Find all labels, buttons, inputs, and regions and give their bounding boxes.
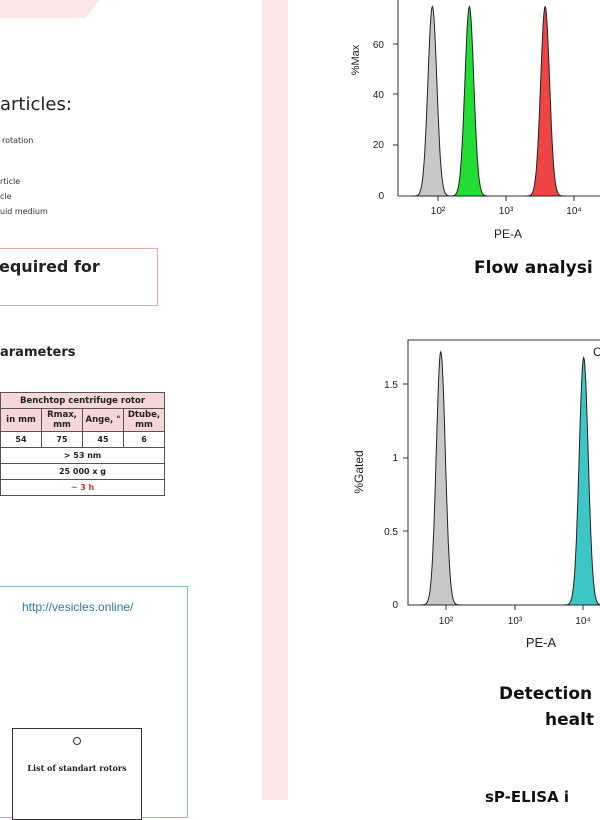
parameters-heading: arameters — [0, 345, 76, 360]
circle-icon — [73, 737, 81, 745]
right-slide-panel: %Max 60 40 20 0 10² 10³ 10⁴ PE-A %Gated … — [288, 0, 600, 806]
col-header: Rmax, mm — [41, 408, 83, 432]
rotor-card-title: List of standart rotors — [27, 763, 127, 773]
required-box: equired for — [0, 248, 158, 306]
left-slide-panel: articles: rotation rticle cle uid medium… — [0, 0, 262, 820]
table-cell: 75 — [41, 431, 83, 448]
bottom-ytick-1.5: 1.5 — [384, 380, 398, 391]
top-chart-xlabel: PE-A — [494, 227, 522, 241]
top-chart-ylabel: %Max — [350, 44, 362, 75]
bottom-ytick-0.5: 0.5 — [384, 527, 398, 538]
particles-heading: articles: — [0, 94, 72, 115]
bottom-chart-ylabel: %Gated — [352, 450, 366, 493]
table-cell: 45 — [82, 431, 124, 448]
bottom-text: sP-ELISA i — [485, 788, 570, 806]
table-cell: 6 — [123, 431, 165, 448]
rotor-table: Benchtop centrifuge rotor in mm Rmax, mm… — [0, 392, 165, 496]
histogram-peak — [562, 356, 600, 606]
note-liquid-medium: uid medium — [0, 207, 48, 216]
top-xtick-1000: 10³ — [499, 206, 514, 217]
corner-decoration — [0, 0, 100, 18]
top-ytick-20: 20 — [373, 140, 385, 151]
col-header: in mm — [0, 408, 42, 432]
top-xtick-100: 10² — [431, 206, 446, 217]
histogram-peak — [419, 350, 463, 606]
vesicles-link[interactable]: http://vesicles.online/ — [22, 600, 134, 614]
histogram-peak — [411, 5, 454, 197]
bottom-xtick-10000: 10⁴ — [575, 616, 590, 627]
col-header: Dtube, mm — [123, 408, 165, 432]
charts-svg: %Max 60 40 20 0 10² 10³ 10⁴ PE-A %Gated … — [350, 0, 600, 650]
rotor-card[interactable]: List of standart rotors — [12, 728, 142, 820]
top-ytick-60: 60 — [373, 40, 385, 51]
histogram-peak — [448, 5, 491, 197]
bottom-histogram — [419, 350, 600, 606]
col-header: Ange, ° — [82, 408, 124, 432]
bottom-chart-corner-label: C — [593, 345, 600, 359]
bottom-caption-line2: healt — [545, 710, 595, 730]
bottom-ytick-1: 1 — [392, 453, 398, 464]
table-cell: 25 000 x g — [0, 463, 165, 480]
note-particle: rticle — [0, 177, 21, 186]
slide-divider — [262, 0, 288, 800]
table-cell: ~ 3 h — [0, 479, 165, 496]
bottom-ytick-0: 0 — [392, 600, 398, 611]
top-histogram — [411, 5, 567, 197]
top-xtick-10000: 10⁴ — [566, 206, 581, 217]
histogram-peak — [523, 5, 567, 197]
bottom-chart-xlabel: PE-A — [526, 635, 557, 650]
bottom-xtick-1000: 10³ — [508, 616, 523, 627]
bottom-xtick-100: 10² — [439, 616, 454, 627]
note-vesicle: cle — [0, 192, 12, 201]
required-heading: equired for — [0, 257, 100, 276]
rotor-table-title: Benchtop centrifuge rotor — [0, 392, 165, 409]
table-cell: > 53 nm — [0, 447, 165, 464]
bottom-caption-line1: Detection — [499, 684, 593, 704]
rotation-note: rotation — [2, 136, 34, 145]
table-cell: 54 — [0, 431, 42, 448]
top-chart-caption: Flow analysi — [474, 258, 593, 278]
top-ytick-0: 0 — [378, 191, 384, 202]
top-ytick-40: 40 — [373, 90, 385, 101]
